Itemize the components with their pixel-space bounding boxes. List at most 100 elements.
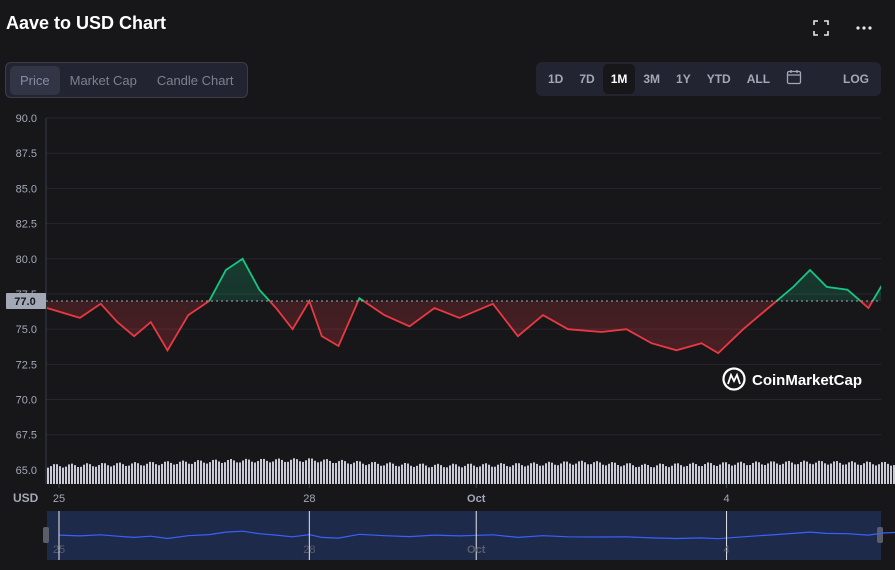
- volume-bar: [857, 464, 859, 484]
- volume-bar: [758, 462, 760, 484]
- volume-bar: [635, 467, 637, 484]
- volume-bar: [668, 467, 670, 484]
- tab-candle-chart[interactable]: Candle Chart: [156, 72, 234, 88]
- volume-bar: [647, 465, 649, 484]
- volume-bar: [890, 465, 892, 484]
- volume-bar: [854, 462, 856, 484]
- volume-bar: [113, 465, 115, 484]
- volume-bar: [452, 463, 454, 484]
- fullscreen-icon[interactable]: [813, 20, 829, 42]
- log-scale-button[interactable]: LOG: [843, 72, 869, 86]
- volume-bar: [614, 462, 616, 484]
- volume-bar: [185, 461, 187, 484]
- volume-bar: [233, 460, 235, 484]
- navigator-tick-label: 4: [723, 544, 729, 556]
- volume-bar: [839, 462, 841, 484]
- volume-bar: [419, 463, 421, 484]
- volume-bar: [386, 463, 388, 484]
- volume-bar: [251, 461, 253, 484]
- volume-bar: [194, 461, 196, 484]
- volume-bar: [257, 461, 259, 484]
- volume-bar: [608, 463, 610, 484]
- range-1y-button[interactable]: 1Y: [676, 72, 691, 86]
- volume-bar: [455, 464, 457, 484]
- range-all-button[interactable]: ALL: [746, 72, 771, 86]
- volume-bar: [410, 465, 412, 484]
- range-1m-button[interactable]: 1M: [602, 64, 636, 94]
- range-3m-button[interactable]: 3M: [643, 72, 661, 86]
- volume-bar: [872, 464, 874, 484]
- volume-bar: [584, 462, 586, 484]
- volume-bar: [884, 461, 886, 484]
- volume-bar: [494, 466, 496, 484]
- volume-bar: [404, 462, 406, 484]
- volume-bar: [83, 464, 85, 484]
- volume-bar: [170, 462, 172, 484]
- volume-bar: [575, 463, 577, 484]
- volume-bar: [806, 461, 808, 484]
- price-line: [46, 257, 881, 355]
- range-7d-button[interactable]: 7D: [579, 72, 595, 86]
- volume-bar: [473, 465, 475, 484]
- volume-bar: [830, 463, 832, 484]
- volume-bar: [314, 460, 316, 484]
- volume-bar: [461, 467, 463, 484]
- volume-bar: [332, 463, 334, 484]
- volume-bar: [209, 462, 211, 484]
- more-icon[interactable]: [855, 20, 873, 42]
- price-line-down: [46, 301, 874, 355]
- volume-bar: [827, 464, 829, 484]
- volume-bar: [662, 464, 664, 484]
- time-range-selector: 1D 7D 1M 3M 1Y YTD ALL LOG: [536, 62, 881, 96]
- range-navigator[interactable]: 2528Oct471013161922: [43, 511, 895, 560]
- range-1d-button[interactable]: 1D: [548, 72, 564, 86]
- volume-bar: [155, 464, 157, 484]
- calendar-icon[interactable]: [778, 65, 810, 94]
- volume-bar: [566, 461, 568, 484]
- tab-price[interactable]: Price: [10, 65, 60, 95]
- watermark: CoinMarketCap: [722, 367, 862, 391]
- volume-bar: [464, 465, 466, 484]
- volume-bar: [482, 464, 484, 484]
- volume-bar: [392, 463, 394, 484]
- volume-bar: [557, 465, 559, 484]
- volume-bar: [122, 464, 124, 484]
- volume-bar: [53, 464, 55, 484]
- volume-bar: [497, 464, 499, 484]
- y-tick-label: 82.5: [16, 219, 37, 231]
- volume-bar: [680, 465, 682, 484]
- volume-bar: [356, 460, 358, 484]
- volume-bar: [365, 465, 367, 484]
- volume-bar: [851, 461, 853, 484]
- volume-bar: [317, 462, 319, 484]
- volume-bar: [596, 461, 598, 484]
- volume-bar: [260, 458, 262, 484]
- volume-bar: [269, 462, 271, 484]
- volume-bar: [500, 463, 502, 484]
- volume-bar: [734, 464, 736, 484]
- volume-bar: [491, 466, 493, 484]
- tab-market-cap[interactable]: Market Cap: [69, 72, 137, 88]
- volume-bar: [860, 465, 862, 484]
- volume-bar: [659, 463, 661, 484]
- volume-bar: [431, 466, 433, 484]
- volume-bar: [524, 466, 526, 484]
- navigator-right-handle: [877, 527, 883, 543]
- volume-bar: [218, 461, 220, 484]
- volume-bar: [707, 462, 709, 484]
- volume-bar: [428, 467, 430, 484]
- volume-bar: [221, 462, 223, 484]
- y-tick-label: 87.5: [16, 148, 37, 160]
- volume-bar: [56, 464, 58, 484]
- volume-bar: [677, 463, 679, 484]
- volume-bar: [290, 459, 292, 484]
- volume-bar: [686, 465, 688, 484]
- volume-bar: [716, 465, 718, 484]
- volume-bar: [554, 464, 556, 484]
- volume-bar: [743, 463, 745, 484]
- volume-bar: [470, 463, 472, 484]
- volume-bar: [287, 461, 289, 484]
- volume-bar: [362, 463, 364, 484]
- range-ytd-button[interactable]: YTD: [706, 72, 731, 86]
